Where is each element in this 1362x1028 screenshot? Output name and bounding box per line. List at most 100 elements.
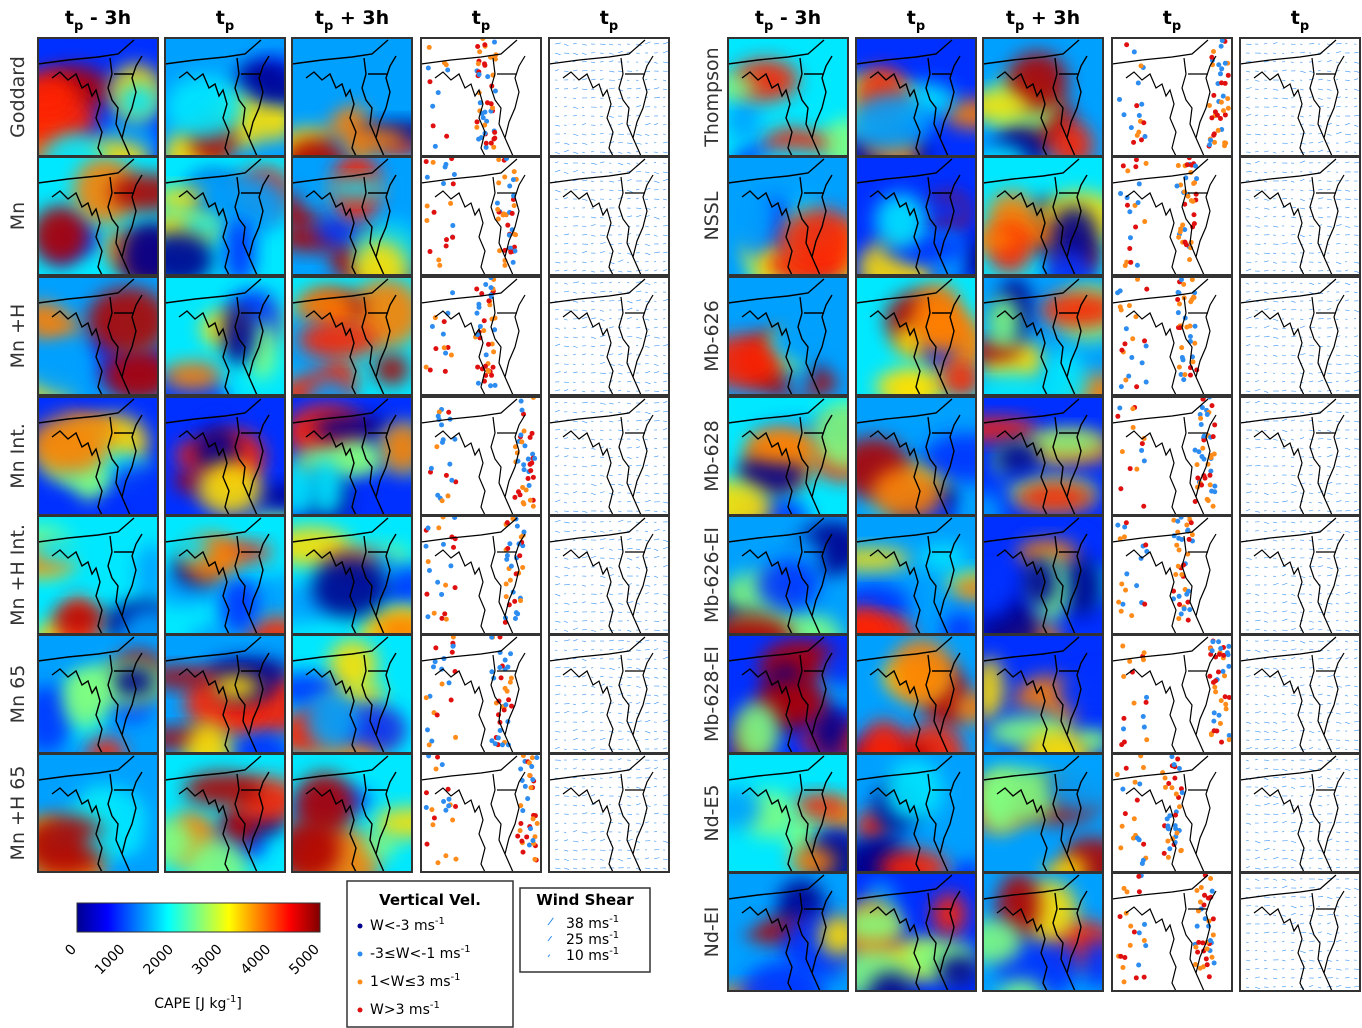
header-t: t: [65, 7, 74, 29]
map-panel: [1240, 754, 1360, 872]
panel-frame: [37, 753, 159, 873]
wind-arrow: [1281, 289, 1287, 293]
scatter-dot: [489, 669, 495, 675]
scatter-dot: [1123, 326, 1129, 332]
scatter-dot: [488, 101, 494, 107]
cape-blob: [983, 340, 1021, 362]
scatter-dot: [1211, 710, 1217, 716]
wind-arrow: [1335, 162, 1339, 164]
wind-arrow: [1263, 215, 1268, 218]
wind-arrow: [1281, 133, 1286, 135]
scatter-dot: [1220, 668, 1226, 674]
wind-arrow: [1272, 746, 1278, 750]
wind-arrow: [1326, 566, 1333, 569]
scatter-dot: [446, 796, 452, 802]
scatter-dot: [1133, 157, 1139, 163]
scatter-dot: [483, 144, 489, 150]
wind-arrow: [581, 270, 586, 272]
wind-arrow: [1281, 372, 1286, 374]
wind-arrow: [644, 133, 650, 137]
wind-arrow: [554, 848, 559, 851]
wind-arrow: [1308, 575, 1312, 578]
wind-arrow: [1263, 739, 1270, 741]
wind-arrow: [1308, 269, 1312, 272]
cape-blob: [324, 178, 389, 199]
wind-arrow: [1353, 243, 1358, 246]
wind-arrow: [563, 610, 569, 613]
wind-arrow: [662, 757, 668, 761]
wind-arrow: [572, 389, 577, 392]
wind-arrow: [608, 171, 613, 174]
wind-arrow: [1344, 648, 1348, 651]
wind-arrow: [1245, 747, 1252, 750]
wind-arrow: [599, 420, 603, 422]
wind-arrow: [644, 539, 648, 542]
wind-arrow: [1245, 501, 1250, 504]
wind-arrow: [1344, 667, 1348, 669]
wind-arrow: [1245, 941, 1249, 944]
wind-arrow: [1263, 521, 1270, 524]
header-sub: p: [1300, 19, 1309, 34]
scatter-dot: [1203, 956, 1209, 962]
wind-arrow: [1344, 133, 1351, 136]
wind-arrow: [554, 207, 560, 210]
wind-arrow: [554, 105, 558, 108]
wind-arrow: [1281, 601, 1288, 604]
wind-arrow: [617, 510, 622, 513]
wind-arrow: [1290, 474, 1296, 477]
scatter-dot: [491, 144, 497, 150]
state-borders: [856, 40, 960, 156]
wind-arrow: [1281, 380, 1286, 383]
wind-arrow: [1317, 658, 1324, 660]
scatter-dot: [1172, 823, 1178, 829]
wind-arrow: [572, 363, 576, 366]
wind-arrow: [617, 657, 622, 660]
wind-arrow: [662, 656, 669, 660]
wind-arrow: [1326, 914, 1333, 916]
wind-arrow: [554, 822, 558, 824]
scatter-dot: [497, 248, 503, 254]
wind-arrow: [1317, 197, 1324, 200]
wind-arrow: [1263, 566, 1268, 569]
wind-arrow: [662, 151, 668, 154]
scatter-dot: [450, 223, 456, 229]
scatter-dot: [486, 298, 492, 304]
wind-arrow: [1335, 977, 1339, 979]
wind-arrow: [1281, 189, 1286, 191]
scatter-dot: [1215, 669, 1221, 675]
wind-arrow: [1335, 602, 1339, 605]
scatter-dot: [1117, 96, 1123, 102]
header-sub: p: [609, 19, 618, 34]
wind-arrow: [617, 721, 624, 724]
wind-arrow: [563, 447, 569, 449]
scatter-dot: [441, 798, 447, 804]
cape-blob: [1043, 855, 1088, 872]
wind-arrow: [644, 649, 650, 651]
scatter-dot: [488, 383, 494, 389]
wind-arrow: [563, 43, 569, 47]
scatter-dot: [1138, 754, 1144, 759]
wind-arrow: [662, 428, 668, 431]
wind-arrow: [563, 501, 568, 504]
wind-arrow: [1326, 694, 1331, 697]
scatter-dot: [1200, 445, 1206, 451]
wind-arrow: [1272, 529, 1277, 532]
map-panel: [549, 157, 669, 275]
wind-arrow: [1263, 114, 1269, 117]
scatter-dot: [1199, 405, 1205, 411]
row-label: Mn 65: [7, 665, 29, 724]
wind-arrow: [1290, 941, 1295, 944]
wind-arrow: [1254, 465, 1261, 467]
wind-arrow: [608, 115, 614, 118]
cape-blob: [120, 222, 158, 275]
scatter-dot: [1122, 341, 1128, 347]
scatter-dot: [1175, 297, 1181, 303]
wind-arrow: [554, 711, 560, 714]
scatter-dot: [529, 764, 535, 770]
scatter-dot: [1175, 163, 1181, 169]
wind-arrow: [1308, 429, 1313, 431]
wind-arrow: [590, 555, 597, 559]
scatter-dot: [513, 444, 519, 450]
wind-arrow: [626, 629, 632, 632]
wind-arrow: [1317, 97, 1323, 101]
